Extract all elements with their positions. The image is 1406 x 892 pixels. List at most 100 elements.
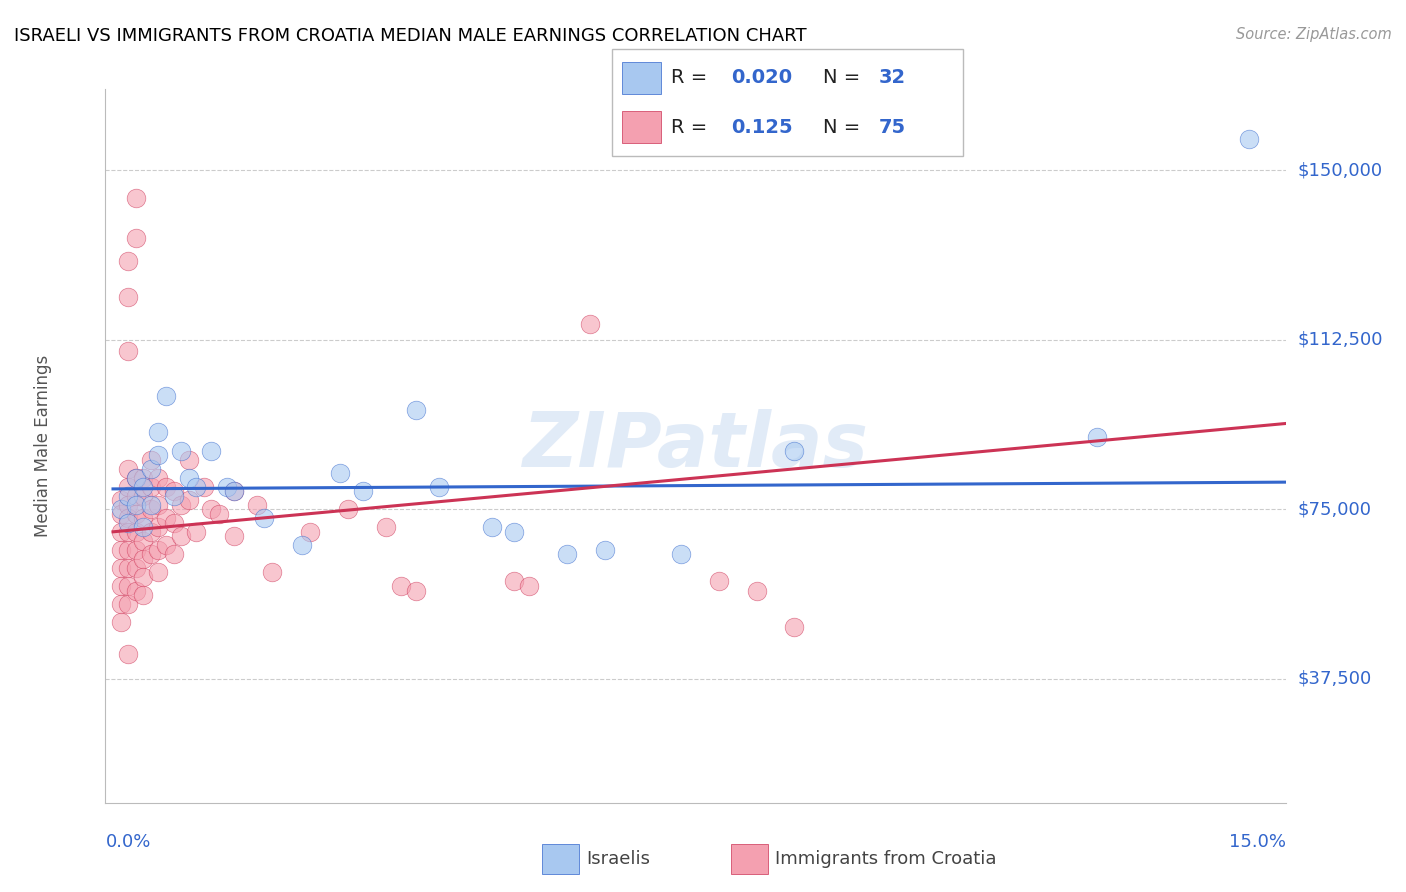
Text: 32: 32 (879, 69, 905, 87)
Point (374, 520, 396, 534)
Point (427, 480, 450, 494)
Point (155, 389, 177, 403)
Point (186, 480, 208, 494)
Point (405, 402, 427, 417)
Point (352, 484, 374, 499)
Point (125, 489, 148, 503)
Point (110, 524, 132, 539)
Point (1237, 132, 1260, 146)
Point (186, 524, 208, 539)
Point (125, 542, 148, 557)
Bar (621, 62, 661, 94)
Point (148, 448, 170, 462)
Point (110, 579, 132, 593)
Bar (621, 112, 661, 144)
Point (503, 524, 526, 539)
Point (139, 548, 162, 562)
Point (162, 489, 184, 503)
Point (208, 507, 231, 521)
Point (110, 507, 132, 521)
Point (224, 484, 246, 499)
Point (139, 498, 162, 512)
Point (170, 529, 193, 543)
Point (125, 498, 148, 512)
Point (110, 615, 132, 629)
Point (579, 317, 602, 331)
Text: $37,500: $37,500 (1298, 670, 1372, 688)
Point (110, 561, 132, 575)
Text: 0.0%: 0.0% (105, 833, 150, 851)
Text: Immigrants from Croatia: Immigrants from Croatia (775, 849, 997, 868)
Point (148, 542, 170, 557)
Text: N =: N = (823, 118, 866, 136)
Point (170, 443, 193, 458)
Point (336, 502, 359, 516)
Point (117, 461, 139, 475)
Point (117, 647, 139, 661)
Text: Median Male Earnings: Median Male Earnings (34, 355, 52, 537)
Point (132, 489, 155, 503)
Point (117, 489, 139, 503)
Point (148, 520, 170, 534)
Point (110, 502, 132, 516)
Point (125, 583, 148, 598)
Point (132, 588, 155, 602)
Text: 0.020: 0.020 (731, 69, 792, 87)
Bar (731, 844, 768, 874)
Point (139, 524, 162, 539)
Point (132, 480, 155, 494)
Point (110, 493, 132, 508)
Point (224, 484, 246, 499)
Point (215, 480, 238, 494)
Point (155, 480, 177, 494)
Point (148, 566, 170, 580)
Point (253, 511, 276, 525)
FancyBboxPatch shape (612, 49, 963, 156)
Point (177, 452, 200, 467)
Point (162, 516, 184, 530)
Point (503, 574, 526, 589)
Text: N =: N = (823, 69, 866, 87)
Point (132, 552, 155, 566)
Point (125, 191, 148, 205)
Point (110, 597, 132, 611)
Text: Israelis: Israelis (586, 849, 650, 868)
Text: $75,000: $75,000 (1298, 500, 1372, 518)
Point (162, 548, 184, 562)
Point (1085, 430, 1108, 444)
Text: $112,500: $112,500 (1298, 331, 1384, 349)
Point (117, 253, 139, 268)
Point (555, 548, 578, 562)
Point (117, 516, 139, 530)
Point (132, 470, 155, 484)
Point (298, 524, 321, 539)
Point (117, 480, 139, 494)
Point (329, 466, 352, 480)
Text: ISRAELI VS IMMIGRANTS FROM CROATIA MEDIAN MALE EARNINGS CORRELATION CHART: ISRAELI VS IMMIGRANTS FROM CROATIA MEDIA… (14, 27, 807, 45)
Point (177, 470, 200, 484)
Point (117, 524, 139, 539)
Point (707, 574, 730, 589)
Text: 75: 75 (879, 118, 905, 136)
Bar (543, 844, 579, 874)
Point (200, 502, 222, 516)
Point (139, 452, 162, 467)
Point (139, 502, 162, 516)
Point (117, 290, 139, 304)
Point (132, 520, 155, 534)
Point (148, 470, 170, 484)
Point (389, 579, 412, 593)
Text: R =: R = (672, 118, 720, 136)
Point (148, 498, 170, 512)
Point (125, 231, 148, 245)
Point (745, 583, 768, 598)
Point (125, 507, 148, 521)
Point (783, 620, 806, 634)
Text: ZIPatlas: ZIPatlas (523, 409, 869, 483)
Point (260, 566, 283, 580)
Text: R =: R = (672, 69, 714, 87)
Point (117, 344, 139, 359)
Point (117, 579, 139, 593)
Point (162, 484, 184, 499)
Point (132, 511, 155, 525)
